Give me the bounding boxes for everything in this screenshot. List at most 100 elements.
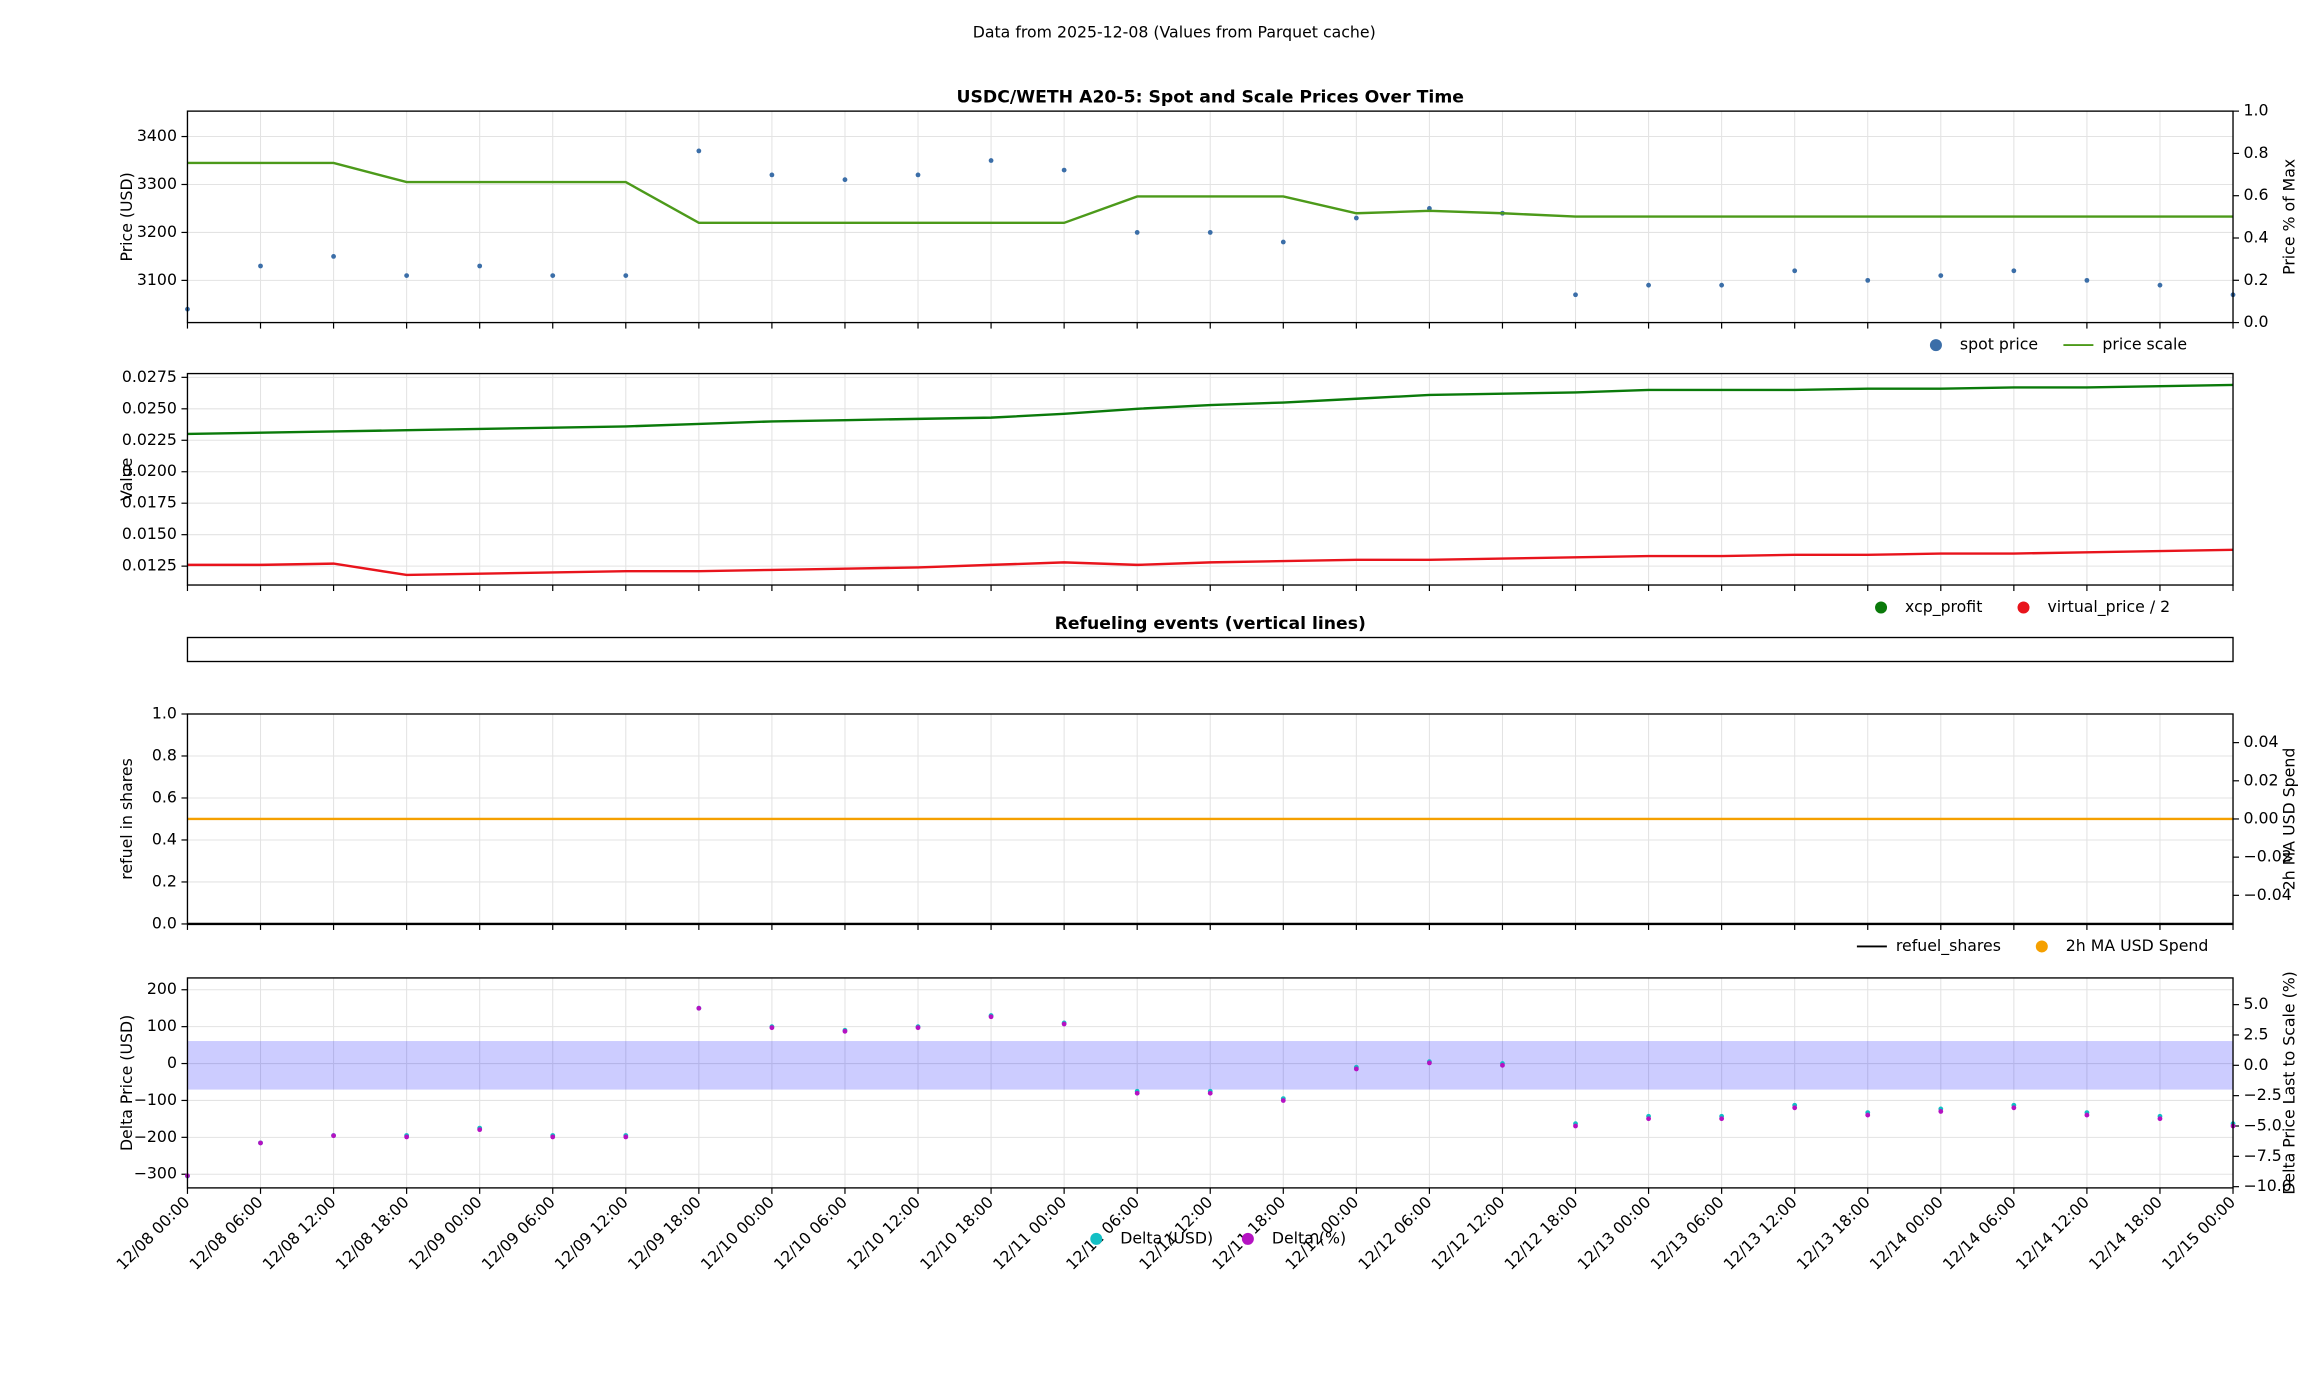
axes-frame — [186, 110, 2234, 324]
y2-tick-label: 0.00 — [2244, 808, 2279, 827]
y2-tick-label: 0.2 — [2244, 270, 2269, 289]
legend-symbol — [2017, 601, 2030, 614]
y2-axis-label: Price % of Max — [2280, 159, 2299, 275]
x-tick-label: 12/08 12:00 — [258, 1192, 339, 1273]
data-point — [915, 172, 921, 178]
data-point — [915, 1025, 921, 1031]
y-tick-label: 0.0150 — [122, 524, 177, 543]
y-tick-label: −100 — [134, 1090, 177, 1109]
data-point — [1134, 1090, 1140, 1096]
x-tick-label: 12/10 06:00 — [770, 1192, 851, 1273]
y-tick-label: 0.0275 — [122, 367, 177, 386]
data-point — [2011, 268, 2017, 274]
y-tick-label: 1.0 — [152, 703, 177, 722]
data-point — [1280, 1098, 1286, 1103]
data-point — [1500, 1062, 1505, 1068]
x-tick-label: 12/08 18:00 — [332, 1192, 413, 1273]
y-tick-label: 3400 — [137, 126, 177, 145]
legend-symbol — [2035, 940, 2048, 953]
data-point — [623, 1134, 629, 1140]
data-point — [477, 263, 483, 269]
data-point — [1573, 292, 1578, 298]
x-tick-label: 12/14 00:00 — [1866, 1192, 1947, 1273]
data-point — [331, 254, 336, 259]
data-point — [2084, 277, 2090, 283]
y-tick-label: −200 — [134, 1127, 177, 1146]
data-point — [769, 1025, 775, 1031]
y2-tick-label: 2.5 — [2244, 1024, 2269, 1043]
data-point — [1865, 277, 1871, 283]
y-tick-label: 0.8 — [152, 745, 177, 764]
data-point — [1353, 215, 1359, 221]
y-tick-label: 3100 — [137, 270, 177, 289]
data-point — [1061, 167, 1067, 173]
x-tick-label: 12/08 06:00 — [185, 1192, 266, 1273]
data-point — [1865, 1112, 1871, 1118]
data-point — [2157, 282, 2163, 288]
band — [187, 1041, 2234, 1090]
y2-tick-label: 1.0 — [2244, 101, 2269, 120]
x-tick-label: 12/12 12:00 — [1427, 1192, 1508, 1273]
x-tick-label: 12/09 00:00 — [405, 1192, 486, 1273]
data-point — [1280, 239, 1286, 245]
legend-label: xcp_profit — [1905, 597, 1982, 617]
series-line — [187, 383, 2234, 436]
legend-label: spot price — [1960, 335, 2038, 354]
y-axis-label: Value — [117, 458, 136, 501]
y-axis-label: Delta Price (USD) — [117, 1015, 136, 1151]
data-point — [988, 158, 994, 163]
data-point — [258, 1140, 263, 1146]
legend-symbol — [1929, 339, 1942, 352]
y2-tick-label: 0.02 — [2244, 770, 2279, 789]
y2-tick-label: −0.04 — [2244, 885, 2292, 904]
y-tick-label: 0.2 — [152, 871, 177, 890]
y-tick-label: 100 — [147, 1016, 177, 1035]
x-tick-label: 12/11 00:00 — [989, 1192, 1070, 1273]
data-point — [404, 1134, 410, 1140]
x-tick-label: 12/13 00:00 — [1573, 1192, 1654, 1273]
y-axis-label: refuel in shares — [117, 758, 136, 880]
y-tick-label: 200 — [147, 979, 177, 998]
x-tick-label: 12/15 00:00 — [2158, 1192, 2239, 1273]
y-tick-label: 0.6 — [152, 787, 177, 806]
y-tick-label: 0 — [167, 1053, 177, 1072]
axes-title: USDC/WETH A20-5: Spot and Scale Prices O… — [956, 88, 1463, 108]
data-point — [1646, 282, 1651, 288]
x-tick-label: 12/14 12:00 — [2012, 1192, 2093, 1273]
x-tick-label: 12/14 18:00 — [2085, 1192, 2166, 1273]
axes-frame — [186, 372, 2234, 586]
data-point — [1134, 230, 1140, 235]
x-tick-label: 12/08 00:00 — [112, 1192, 193, 1273]
x-tick-label: 12/09 18:00 — [624, 1192, 705, 1273]
x-tick-label: 12/09 06:00 — [478, 1192, 559, 1273]
y2-axis-label: Delta Price Last to Scale (%) — [2280, 971, 2299, 1195]
x-tick-label: 12/14 06:00 — [1939, 1192, 2020, 1273]
data-point — [696, 148, 702, 154]
data-point — [258, 263, 263, 269]
y2-tick-label: −0.02 — [2244, 847, 2292, 866]
legend-label: virtual_price / 2 — [2048, 597, 2171, 617]
axes-frame — [186, 636, 2234, 663]
y2-tick-label: 0.04 — [2244, 732, 2279, 751]
x-tick-label: 12/10 18:00 — [916, 1192, 997, 1273]
data-point — [1427, 1060, 1432, 1066]
axes-frame — [186, 713, 2234, 925]
data-point — [2084, 1112, 2090, 1118]
data-point — [1719, 1116, 1725, 1122]
data-point — [1719, 282, 1725, 288]
y-tick-label: 0.0 — [152, 913, 177, 932]
x-tick-label: 12/10 12:00 — [843, 1192, 924, 1273]
y2-axis-label: 2h MA USD Spend — [2280, 748, 2299, 891]
data-point — [1207, 230, 1213, 235]
y2-tick-label: −7.5 — [2244, 1146, 2282, 1165]
legend-label: price scale — [2102, 335, 2187, 354]
data-point — [1792, 1105, 1798, 1111]
figure-title: Data from 2025-12-08 (Values from Parque… — [973, 23, 1376, 42]
x-tick-label: 12/13 06:00 — [1647, 1192, 1728, 1273]
data-point — [696, 1005, 702, 1011]
y2-tick-label: −10.0 — [2244, 1176, 2292, 1195]
data-point — [550, 273, 556, 278]
x-tick-label: 12/12 06:00 — [1354, 1192, 1435, 1273]
y2-tick-label: −2.5 — [2244, 1085, 2282, 1104]
